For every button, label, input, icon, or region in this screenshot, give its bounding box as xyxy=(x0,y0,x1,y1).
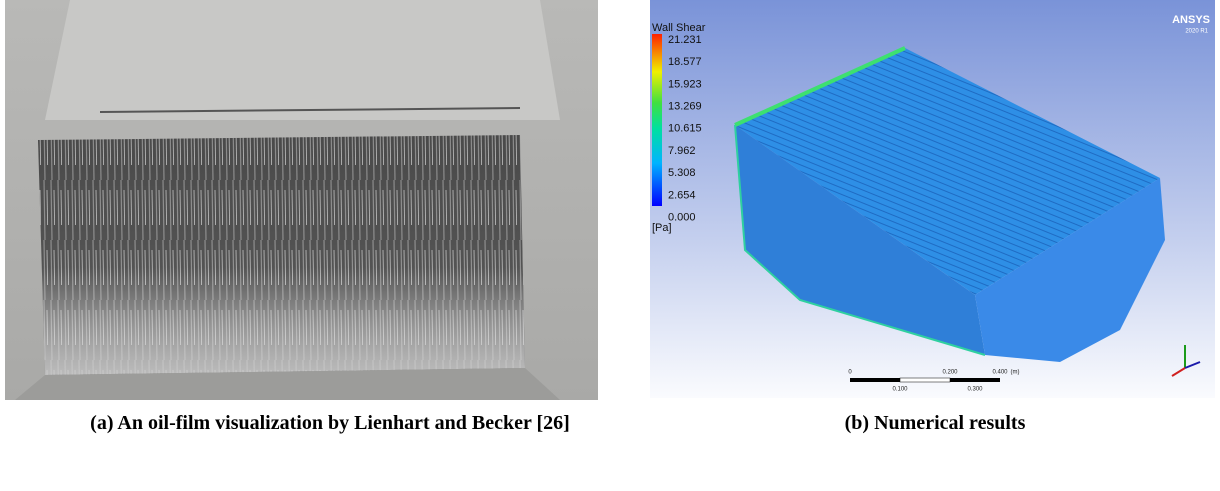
scale-label: 0.400 xyxy=(992,370,1008,376)
caption: (b) Numerical results xyxy=(730,411,1140,435)
version: 2020 R1 xyxy=(1185,29,1208,35)
caption: (a) An oil-film visualization by Lienhar… xyxy=(60,411,600,435)
scale-label: 0.300 xyxy=(967,387,983,393)
colorbar-tick: 10.615 xyxy=(668,123,702,135)
colorbar-tick: 2.654 xyxy=(668,189,696,201)
colorbar-title: Wall Shear xyxy=(652,22,706,34)
logo: ANSYS xyxy=(1172,14,1210,26)
colorbar-tick: 21.231 xyxy=(668,34,702,46)
scale-label: 0.100 xyxy=(892,387,908,393)
figure: Wall Shear21.231 18.577 15.923 13.269 10.615… xyxy=(0,0,1220,491)
colorbar-tick: 7.962 xyxy=(668,145,696,157)
scale-label: (m) xyxy=(1011,370,1020,376)
colorbar-tick: 5.308 xyxy=(668,167,696,179)
cfd-render xyxy=(650,0,1215,398)
colorbar-tick: 0.000 xyxy=(668,212,696,224)
colorbar-unit: [Pa] xyxy=(652,222,672,234)
photo xyxy=(5,0,598,400)
colorbar-tick: 18.577 xyxy=(668,56,702,68)
colorbar-tick: 13.269 xyxy=(668,101,702,113)
colorbar-tick: 15.923 xyxy=(668,78,702,90)
scale-label: 0.200 xyxy=(942,370,958,376)
